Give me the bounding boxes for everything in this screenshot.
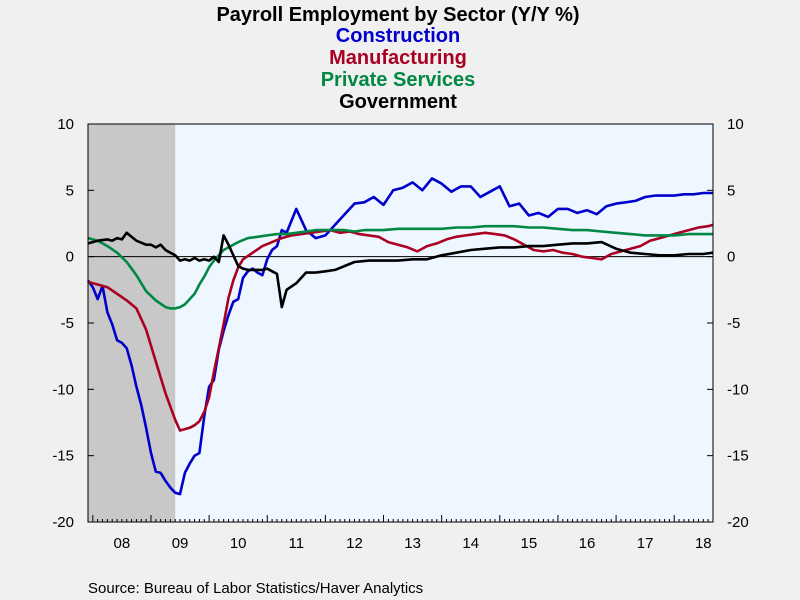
plot-area	[88, 124, 713, 522]
series-line-construction	[86, 177, 713, 496]
y-tick-label-left: -5	[61, 315, 74, 332]
x-tick-label: 14	[462, 535, 479, 552]
y-tick-label-right: 10	[727, 116, 744, 133]
x-tick-label: 10	[230, 535, 247, 552]
y-tick-label-right: -5	[727, 315, 740, 332]
x-tick-label: 15	[521, 535, 538, 552]
x-tick-label: 16	[579, 535, 596, 552]
y-tick-label-left: 5	[66, 182, 74, 199]
legend-construction: Construction	[336, 25, 460, 47]
y-tick-label-left: 10	[57, 116, 74, 133]
y-tick-label-right: -10	[727, 381, 749, 398]
y-tick-label-left: 0	[66, 249, 74, 266]
source-note: Source: Bureau of Labor Statistics/Haver…	[88, 580, 423, 597]
x-tick-label: 18	[695, 535, 712, 552]
axes: 10 10 5 5 0 0 -5 -5 -10 -10 -15 -15 -20 -20 08 09 10 11 12…	[52, 116, 748, 552]
y-tick-label-left: -10	[52, 381, 74, 398]
y-tick-label-left: -15	[52, 448, 74, 465]
plot-background	[88, 124, 713, 522]
series-line-manufacturing	[87, 223, 714, 432]
legend-government: Government	[339, 91, 457, 113]
y-tick-label-right: 5	[727, 182, 735, 199]
x-tick-label: 09	[172, 535, 189, 552]
y-tick-label-right: -20	[727, 514, 749, 531]
chart-title: Payroll Employment by Sector (Y/Y %)	[216, 4, 579, 26]
x-tick-label: 17	[637, 535, 654, 552]
x-tick-label: 11	[289, 535, 305, 552]
series-layer	[86, 177, 714, 496]
x-tick-label: 13	[404, 535, 421, 552]
y-tick-label-left: -20	[52, 514, 74, 531]
series-line-government	[87, 231, 714, 309]
y-tick-label-right: -15	[727, 448, 749, 465]
legend-private-services: Private Services	[321, 69, 476, 91]
x-tick-label: 08	[114, 535, 131, 552]
y-tick-label-right: 0	[727, 249, 735, 266]
recession-shading	[88, 124, 176, 522]
series-line-private-services	[87, 224, 713, 310]
x-tick-label: 12	[346, 535, 363, 552]
legend-manufacturing: Manufacturing	[329, 47, 467, 69]
